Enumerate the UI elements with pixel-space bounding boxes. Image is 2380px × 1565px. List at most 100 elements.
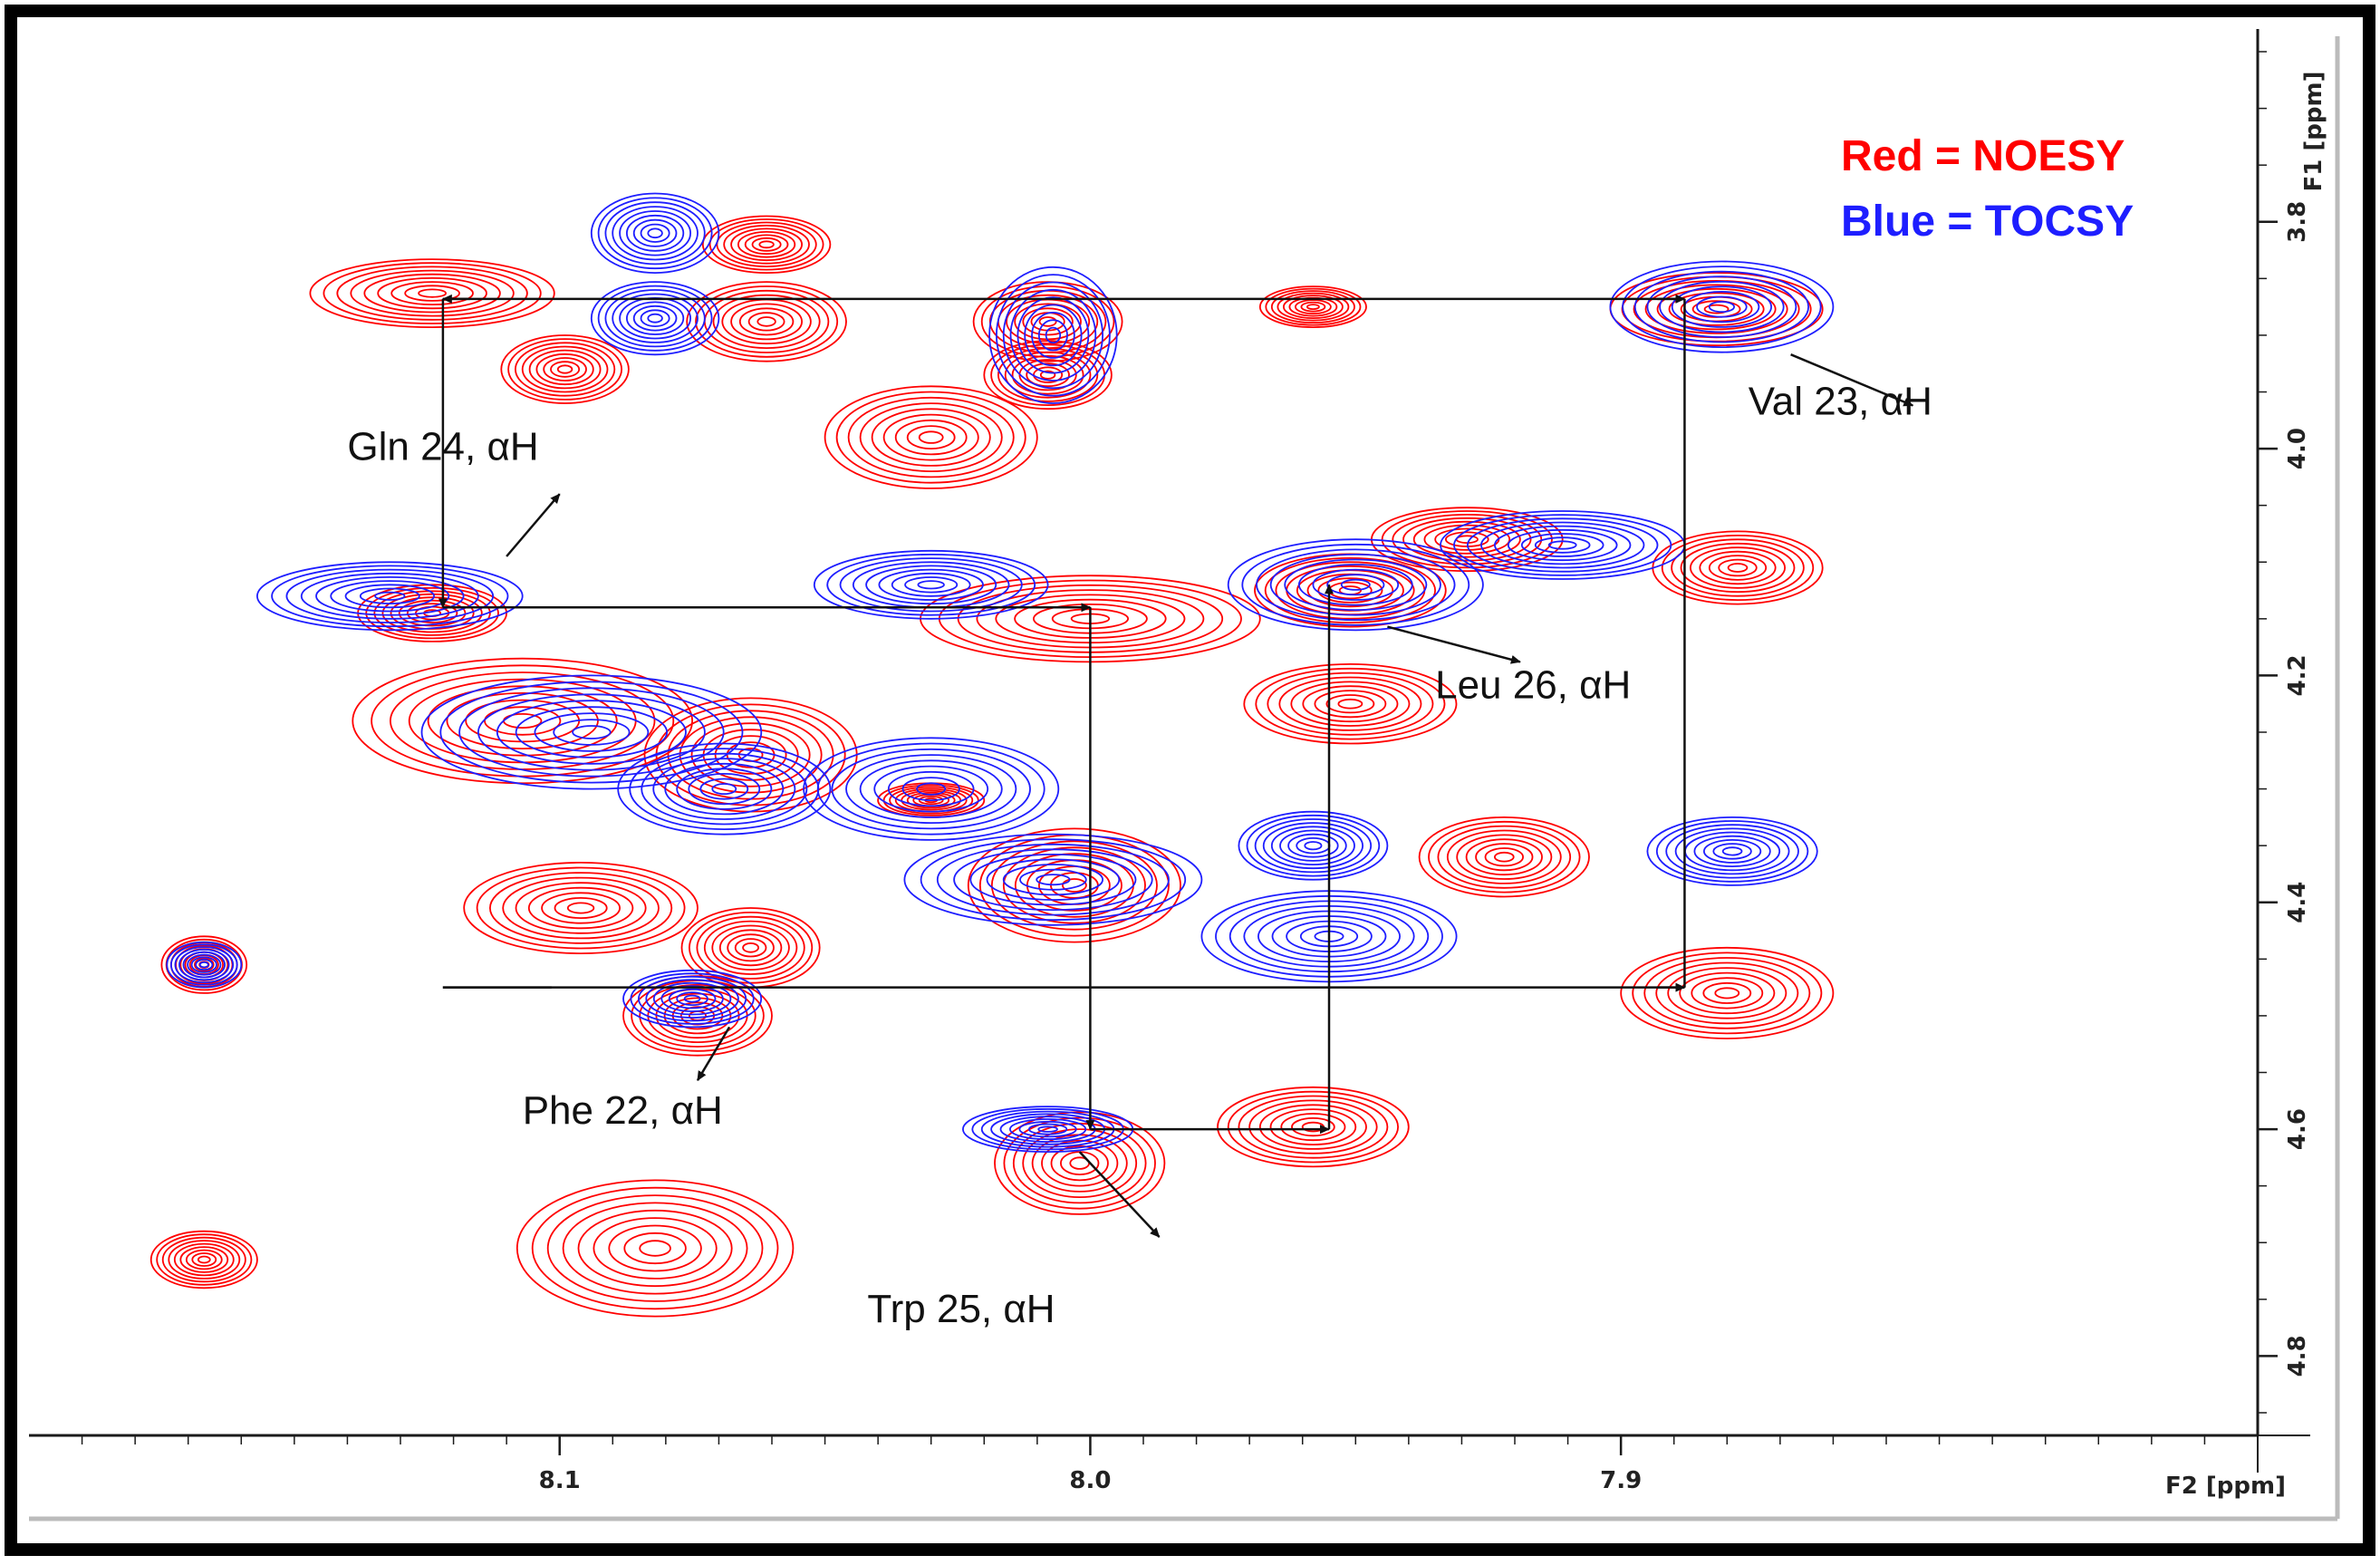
tocsy-contour — [572, 725, 612, 739]
noesy-contour — [1003, 1116, 1156, 1210]
noesy-contour — [1679, 971, 1776, 1015]
noesy-contour — [906, 791, 956, 809]
noesy-contour — [1437, 825, 1572, 889]
noesy-contour — [173, 1242, 235, 1277]
tocsy-contour — [255, 561, 524, 632]
tocsy-contour — [625, 301, 685, 335]
noesy-contour — [871, 408, 991, 467]
tocsy-contour — [664, 762, 785, 816]
noesy-contour — [703, 920, 798, 975]
tocsy-contour — [652, 981, 732, 1016]
noesy-contour — [690, 722, 811, 787]
tocsy-contour — [632, 218, 678, 247]
tocsy-contour — [496, 700, 687, 765]
tocsy-contour — [901, 777, 960, 801]
noesy-contour — [1255, 667, 1446, 740]
tocsy-contour — [198, 961, 209, 969]
tocsy-contour — [1254, 818, 1373, 874]
noesy-contour — [1699, 550, 1777, 585]
noesy-contour — [742, 942, 759, 953]
noesy-contour — [1446, 829, 1562, 884]
annotation-label: Gln 24, αH — [347, 425, 538, 469]
tocsy-contour — [1017, 296, 1090, 374]
tocsy-contour — [969, 854, 1137, 906]
noesy-contour — [1661, 535, 1815, 602]
x-tick-label: 7.9 — [1600, 1467, 1642, 1494]
y-tick-label: 3.8 — [2284, 201, 2311, 243]
tocsy-contour — [688, 772, 761, 806]
tocsy-contour — [1241, 543, 1470, 626]
noesy-contour — [521, 345, 609, 393]
noesy-contour — [185, 1249, 223, 1270]
noesy-contour — [352, 657, 694, 785]
tocsy-contour — [182, 951, 226, 979]
tocsy-peak-14 — [1646, 816, 1818, 886]
noesy-contour — [1643, 957, 1811, 1029]
noesy-contour — [756, 316, 776, 327]
tocsy-contour — [1633, 270, 1810, 343]
tocsy-peak-15 — [622, 969, 763, 1029]
noesy-contour — [1038, 316, 1057, 327]
tocsy-contour — [1622, 266, 1822, 349]
noesy-contour — [390, 281, 474, 306]
tocsy-contour — [315, 575, 465, 616]
tocsy-contour — [374, 591, 406, 601]
noesy-contour — [373, 590, 491, 636]
noesy-contour — [847, 396, 1015, 478]
tocsy-contour — [1256, 548, 1456, 622]
noesy-contour — [1041, 1139, 1119, 1187]
tocsy-contour — [683, 994, 701, 1003]
tocsy-contour — [1659, 280, 1785, 333]
tocsy-contour — [1269, 553, 1441, 616]
tocsy-contour — [1031, 311, 1075, 359]
noesy-contour — [1690, 546, 1787, 589]
noesy-contour — [758, 240, 775, 249]
noesy-contour — [734, 938, 767, 958]
tocsy-peak-5 — [1440, 510, 1686, 580]
noesy-contour — [1283, 295, 1344, 320]
noesy-contour — [160, 935, 248, 994]
noesy-peak-18 — [1418, 816, 1590, 898]
noesy-contour — [541, 892, 621, 924]
legend-tocsy: Blue = TOCSY — [1841, 198, 2134, 246]
tocsy-contour — [439, 681, 744, 784]
tocsy-contour — [1712, 843, 1752, 860]
tocsy-contour — [1019, 868, 1087, 891]
noesy-contour — [1727, 563, 1749, 573]
tocsy-contour — [1547, 540, 1577, 550]
noesy-contour — [1702, 981, 1752, 1004]
noesy-contour — [901, 789, 962, 811]
noesy-contour — [1290, 681, 1411, 727]
annotation-arrow — [1387, 625, 1521, 664]
tocsy-contour — [803, 737, 1060, 841]
noesy-contour — [1475, 843, 1534, 872]
noesy-contour — [835, 391, 1026, 484]
tocsy-contour — [1646, 816, 1818, 886]
noesy-contour — [1306, 304, 1320, 311]
noesy-contour — [350, 269, 515, 317]
noesy-contour — [556, 364, 573, 374]
x-tick-label: 8.0 — [1069, 1467, 1111, 1494]
tocsy-contour — [988, 266, 1118, 404]
tocsy-contour — [660, 985, 724, 1012]
noesy-contour — [562, 1202, 748, 1295]
noesy-contour — [1494, 851, 1515, 863]
noesy-contour — [1238, 1095, 1389, 1159]
tocsy-contour — [169, 943, 238, 986]
noesy-contour — [1325, 694, 1375, 714]
noesy-contour — [1691, 977, 1764, 1010]
noesy-contour — [168, 1240, 241, 1280]
tocsy-peak-7 — [255, 561, 524, 632]
noesy-contour — [1243, 663, 1458, 745]
noesy-contour — [1278, 676, 1422, 731]
noesy-contour — [738, 307, 795, 336]
tocsy-contour — [1262, 822, 1364, 870]
tocsy-contour — [859, 759, 1003, 818]
x-axis-title: F2 [ppm] — [2165, 1473, 2286, 1500]
noesy-contour — [1258, 1104, 1367, 1150]
annotation-label: Val 23, αH — [1749, 380, 1932, 424]
contour-layer — [149, 192, 1835, 1318]
noesy-contour — [546, 1194, 764, 1302]
tocsy-contour — [826, 553, 1036, 616]
